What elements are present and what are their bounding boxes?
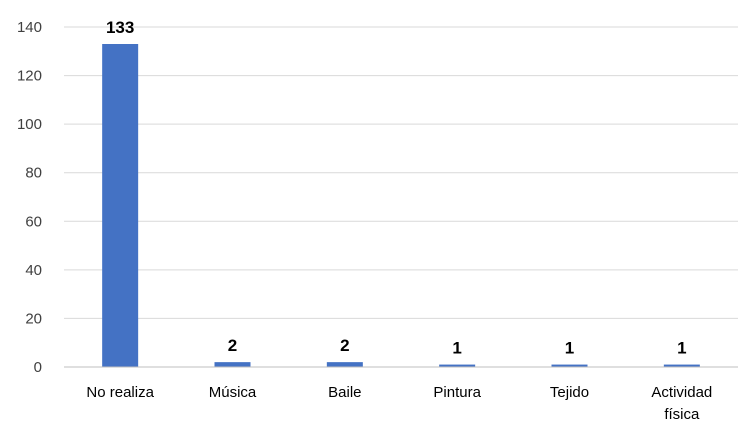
bar: [551, 364, 588, 367]
data-label: 1: [677, 339, 686, 358]
y-tick-label: 0: [34, 359, 42, 376]
y-tick-label: 120: [17, 68, 42, 85]
y-axis-ticks: 0 20 40 60 80 100 120 140: [17, 19, 42, 376]
gridlines: [64, 26, 738, 319]
category-label: Pintura: [433, 384, 481, 401]
category-label-line: Tejido: [550, 384, 589, 401]
category-label-line: No realiza: [86, 384, 154, 401]
bar: [214, 362, 251, 367]
category-label: Tejido: [550, 384, 589, 401]
bar: [326, 362, 363, 367]
category-label-line: Actividad: [651, 384, 712, 401]
data-labels: 133 2 2 1 1 1: [106, 18, 687, 358]
data-label: 133: [106, 18, 134, 37]
bar: [663, 364, 700, 367]
y-tick-label: 60: [25, 213, 42, 230]
category-labels: No realiza Música Baile Pintura Tejido Activi…: [86, 384, 712, 423]
category-label-line: Pintura: [433, 384, 481, 401]
bars: [102, 44, 700, 367]
data-label: 2: [340, 336, 349, 355]
category-label: Actividad física: [651, 384, 712, 423]
y-tick-label: 40: [25, 262, 42, 279]
bar: [439, 364, 476, 367]
bar: [102, 44, 139, 367]
y-tick-label: 100: [17, 116, 42, 133]
y-tick-label: 140: [17, 19, 42, 36]
category-label-line: física: [664, 406, 700, 423]
data-label: 2: [228, 336, 237, 355]
category-label-line: Música: [209, 384, 257, 401]
category-label: Baile: [328, 384, 361, 401]
category-label-line: Baile: [328, 384, 361, 401]
category-label: No realiza: [86, 384, 154, 401]
y-tick-label: 20: [25, 310, 42, 327]
data-label: 1: [452, 339, 461, 358]
category-label: Música: [209, 384, 257, 401]
y-tick-label: 80: [25, 165, 42, 182]
data-label: 1: [565, 339, 574, 358]
